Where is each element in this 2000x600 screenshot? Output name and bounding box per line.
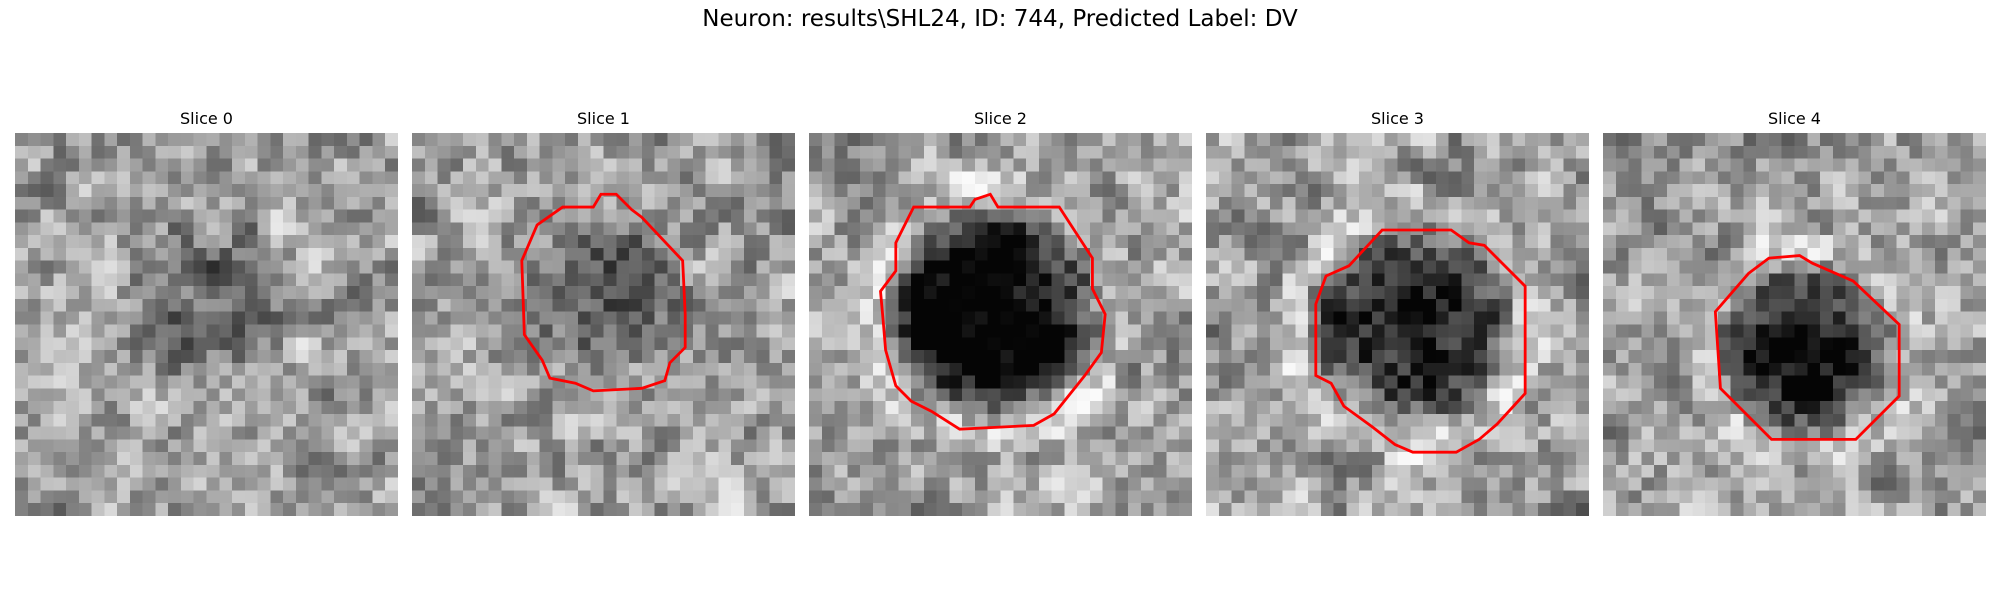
pixel-grid [1206, 133, 1589, 516]
roi-contour [1314, 228, 1527, 454]
roi-contour [520, 192, 687, 393]
pixel-grid [1603, 133, 1986, 516]
slice-image-0 [15, 133, 398, 516]
slice-title-4: Slice 4 [1768, 109, 1821, 128]
slice-panel-4: Slice 4 [1603, 108, 1986, 516]
slice-image-3 [1206, 133, 1589, 516]
slice-image-2 [809, 133, 1192, 516]
slice-image-1 [412, 133, 795, 516]
pixel-grid [15, 133, 398, 516]
figure-title: Neuron: results\SHL24, ID: 744, Predicte… [702, 6, 1298, 32]
slice-image-4 [1603, 133, 1986, 516]
slice-title-1: Slice 1 [577, 109, 630, 128]
slice-panel-1: Slice 1 [412, 108, 795, 516]
pixel-grid [809, 133, 1192, 516]
slice-title-0: Slice 0 [180, 109, 233, 128]
roi-contour [879, 192, 1107, 431]
pixel-grid [412, 133, 795, 516]
slice-title-2: Slice 2 [974, 109, 1027, 128]
slice-panel-3: Slice 3 [1206, 108, 1589, 516]
slice-panel-2: Slice 2 [809, 108, 1192, 516]
slice-panel-0: Slice 0 [15, 108, 398, 516]
roi-contour [1713, 254, 1901, 441]
slice-title-3: Slice 3 [1371, 109, 1424, 128]
